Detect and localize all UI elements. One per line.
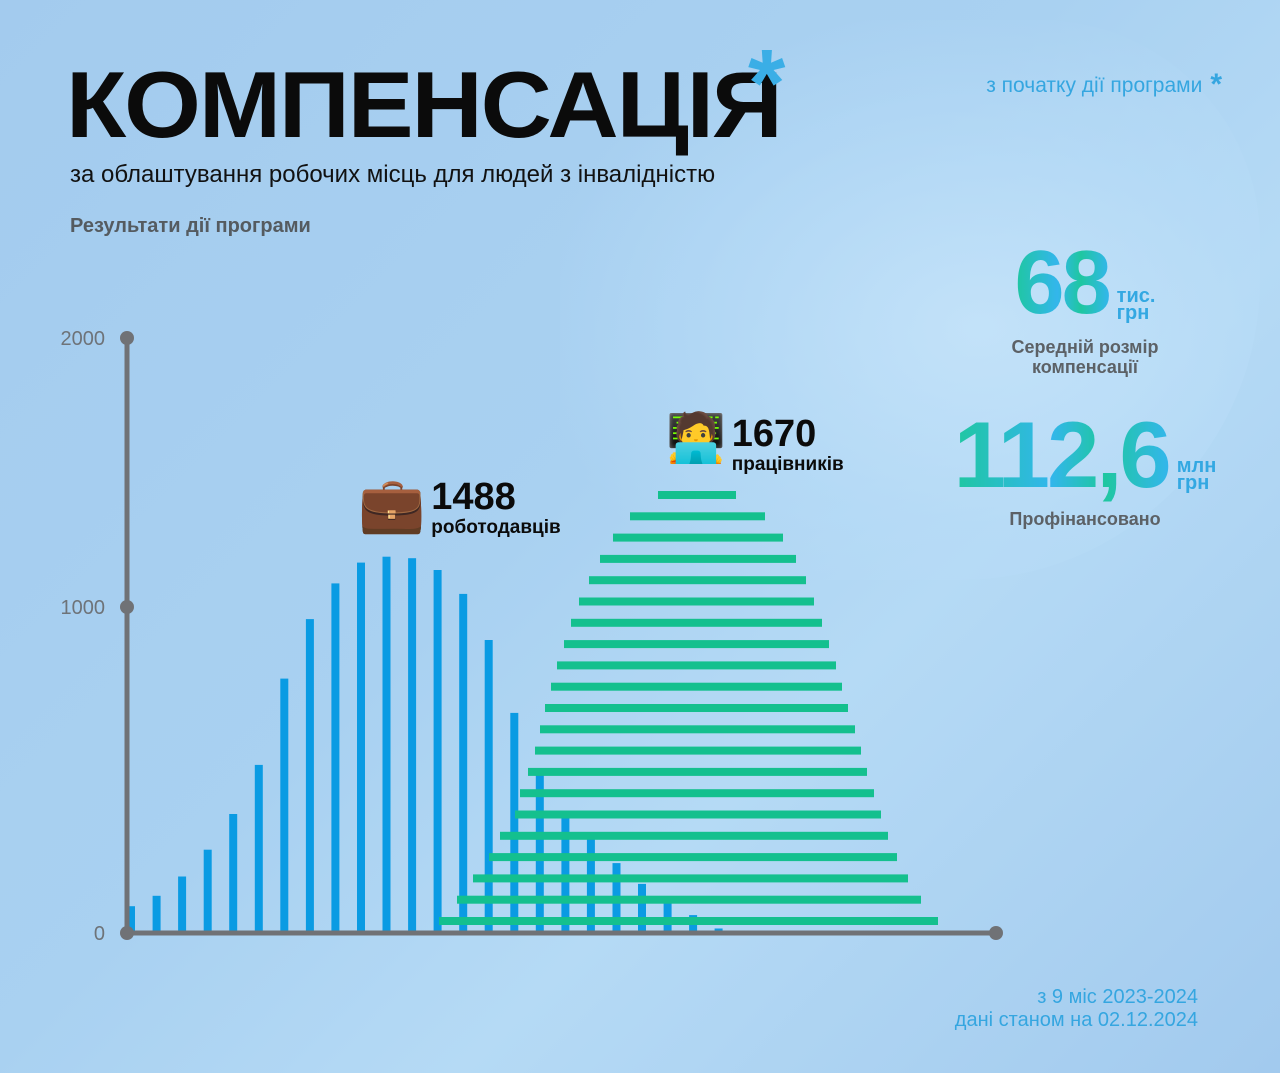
stat-average: 68 тис. грн Середній розмір компенсації — [985, 238, 1185, 378]
employers-bar — [254, 764, 263, 933]
workers-bar — [457, 895, 921, 904]
workers-bars — [439, 491, 938, 925]
page-title: КОМПЕНСАЦІЯ — [66, 52, 783, 157]
workers-count: 1670 — [731, 413, 817, 455]
unit-line: грн — [1116, 302, 1150, 324]
briefcase-icon: 💼 — [358, 475, 426, 535]
employers-label: роботодавців — [431, 517, 561, 538]
stat-funded-value: 112,6 — [953, 402, 1172, 507]
employers-bar — [127, 906, 135, 933]
axes — [120, 331, 1003, 940]
y-tick-label: 2000 — [60, 328, 106, 350]
unit-line: грн — [1176, 472, 1210, 494]
footer-note: з 9 міс 2023-2024 дані станом на 02.12.2… — [955, 986, 1198, 1032]
employers-bar — [561, 812, 570, 933]
workers-bar — [579, 597, 814, 606]
workers-bar — [600, 554, 796, 563]
period-text: з 9 міс 2023-2024 — [1037, 986, 1198, 1008]
employers-bar — [510, 712, 519, 933]
employers-bar — [280, 678, 289, 933]
stat-average-value: 68 — [1014, 233, 1112, 333]
workers-bar — [528, 767, 867, 776]
workers-label: працівників — [731, 454, 844, 475]
workers-bar — [489, 853, 897, 862]
employers-annotation: 💼 1488 роботодавців — [358, 478, 561, 537]
workers-bar — [535, 746, 861, 755]
workers-bar — [545, 704, 848, 712]
workers-bar — [571, 618, 822, 627]
workers-bar — [515, 810, 881, 819]
workers-bar — [589, 576, 806, 585]
workers-bar — [613, 533, 783, 542]
employers-bar — [459, 593, 468, 933]
employers-bar — [203, 849, 212, 933]
label-line: компенсації — [1032, 356, 1138, 377]
workers-bar — [564, 640, 829, 649]
unit-line: тис. — [1116, 285, 1156, 307]
asterisk-icon: * — [1210, 68, 1222, 101]
employers-count: 1488 — [431, 476, 516, 518]
employers-bar — [484, 640, 493, 933]
employers-bar — [586, 839, 595, 933]
y-tick-label: 0 — [93, 923, 105, 945]
stat-average-label: Середній розмір компенсації — [985, 337, 1185, 378]
employers-bar — [663, 900, 672, 933]
workers-annotation: 🧑‍💻 1670 працівників — [666, 412, 844, 475]
technologist-icon: 🧑‍💻 — [666, 412, 726, 465]
employers-bar — [229, 814, 238, 933]
asterisk-icon: * — [748, 30, 786, 137]
workers-bar — [439, 917, 938, 925]
workers-bar — [473, 874, 908, 883]
workers-bar — [630, 512, 765, 521]
employers-bar — [638, 883, 646, 933]
workers-bar — [500, 831, 888, 840]
tick-dot — [120, 926, 134, 940]
stat-funded-unit: млн грн — [1176, 455, 1217, 494]
workers-bar — [551, 682, 842, 691]
employers-bar — [331, 583, 340, 933]
workers-bar — [658, 491, 736, 499]
axis-end-dot — [989, 926, 1003, 940]
workers-bar — [557, 661, 836, 670]
employers-bar — [357, 562, 365, 933]
employers-bar — [178, 876, 187, 933]
stat-average-unit: тис. грн — [1116, 285, 1156, 324]
section-label: Результати дії програми — [70, 215, 311, 237]
workers-bar — [540, 725, 855, 734]
employers-bar — [152, 895, 161, 933]
employers-bar — [408, 558, 417, 933]
y-tick-label: 1000 — [60, 597, 106, 619]
unit-line: млн — [1176, 455, 1217, 477]
employers-bar — [382, 556, 391, 933]
page-subtitle: за облаштування робочих місць для людей … — [70, 161, 716, 188]
tick-dot — [120, 600, 134, 614]
employers-bar — [305, 619, 314, 933]
label-line: Середній розмір — [1011, 337, 1159, 357]
employers-bar — [433, 570, 442, 933]
since-note-text: з початку дії програми — [986, 73, 1203, 97]
tick-dot — [120, 331, 134, 345]
stat-funded-label: Профінансовано — [1009, 509, 1161, 529]
data-date-text: дані станом на 02.12.2024 — [954, 1009, 1198, 1031]
workers-bar — [520, 789, 874, 798]
stat-funded: 112,6 млн грн Профінансовано — [920, 408, 1250, 530]
since-note: з початку дії програми * — [986, 70, 1222, 100]
